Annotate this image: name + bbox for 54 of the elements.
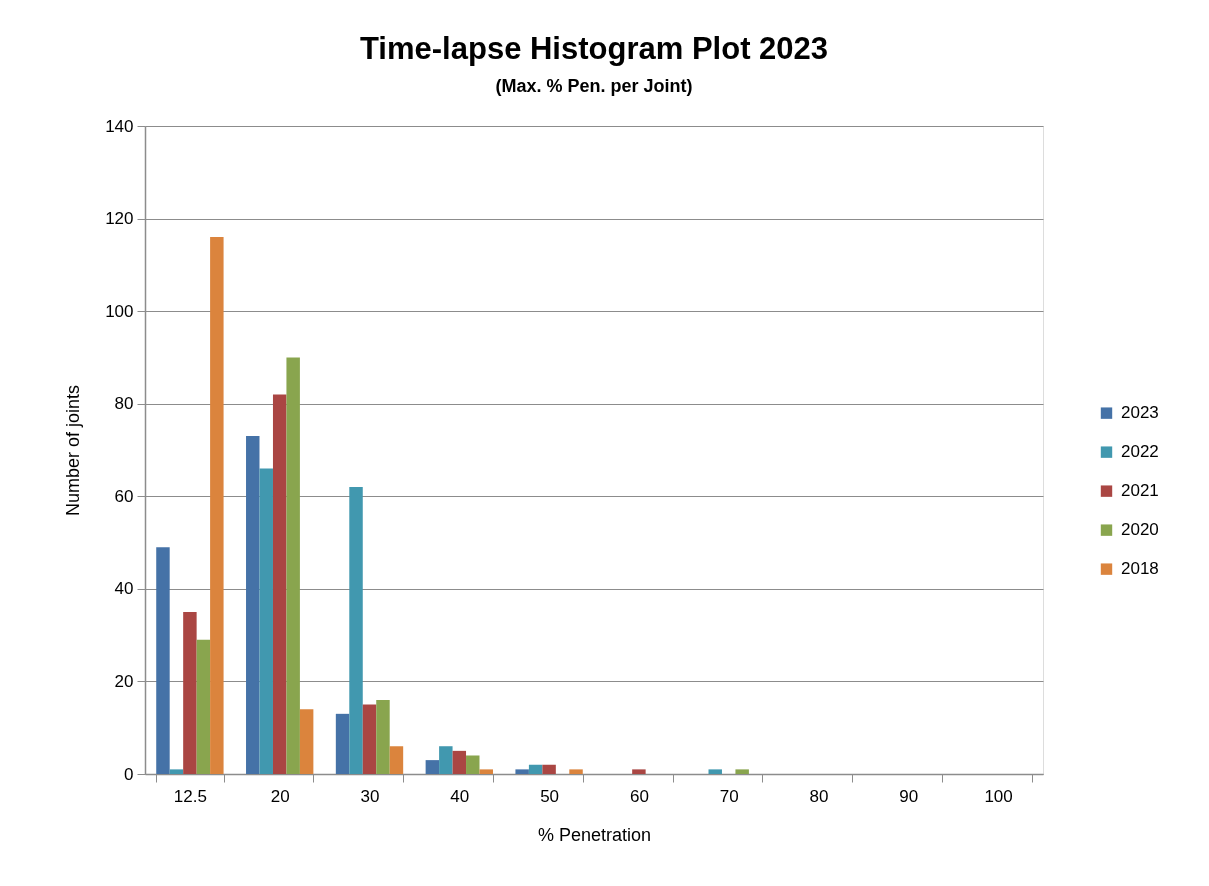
bar [452,750,467,774]
x-tick-label: 80 [809,786,829,806]
bar [210,237,224,774]
bar [542,764,556,774]
bar [515,769,529,774]
legend-label: 2021 [1121,481,1159,501]
legend-label: 2022 [1121,442,1159,462]
y-tick-label: 40 [114,579,134,599]
bar [569,769,583,774]
y-tick-label: 0 [124,764,134,784]
bar [335,713,350,774]
x-tick-label: 40 [450,786,470,806]
x-tick-label: 70 [719,786,739,806]
bar [439,746,453,774]
bar [259,468,273,774]
x-tick-label: 60 [629,786,649,806]
bar [466,755,480,774]
x-tick-label: 30 [360,786,380,806]
legend-label: 2018 [1121,559,1159,579]
bar [156,547,170,774]
chart-title: Time-lapse Histogram Plot 2023 [359,31,829,66]
y-tick-label: 80 [114,394,134,414]
bar [632,769,646,774]
y-tick-label: 140 [105,116,134,136]
bar [299,709,314,774]
legend-label: 2020 [1121,520,1159,540]
bar [169,769,184,774]
legend-label: 2023 [1121,403,1159,423]
y-tick-label: 120 [105,209,134,229]
y-tick-label: 100 [105,301,134,321]
bar [349,487,363,774]
x-tick-label: 100 [984,786,1013,806]
bar [286,357,300,774]
x-tick-label: 90 [899,786,919,806]
x-tick-label: 12.5 [173,786,207,806]
bar [708,769,722,774]
bar [528,764,543,774]
bar [196,639,211,774]
chart-subtitle: (Max. % Pen. per Joint) [495,76,693,96]
x-axis-title: % Penetration [537,824,652,845]
bar [735,769,749,774]
x-tick-label: 20 [270,786,290,806]
bar [362,704,377,774]
x-tick-label: 50 [540,786,560,806]
y-tick-label: 20 [114,671,134,691]
bar [425,760,440,774]
bar [389,746,404,774]
y-axis-title: Number of joints [63,384,84,517]
y-tick-label: 60 [114,486,134,506]
bar [376,699,390,774]
bar [183,612,197,774]
bar [272,394,287,774]
bar [479,769,493,774]
bar [246,436,260,774]
